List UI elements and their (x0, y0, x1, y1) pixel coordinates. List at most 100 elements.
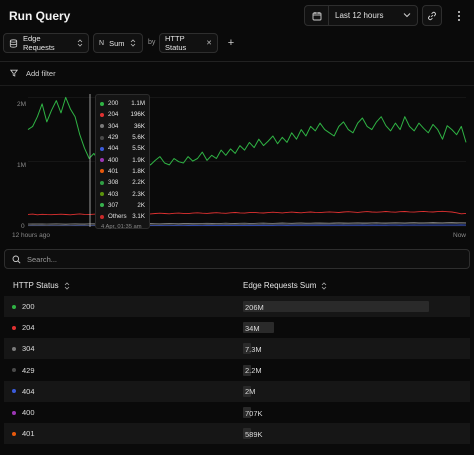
sum-cell: 2.2M (245, 366, 262, 376)
tooltip-row: 204 196K (100, 109, 145, 120)
more-options-button[interactable] (450, 5, 468, 26)
status-cell: 204 (12, 323, 35, 332)
tooltip-row: 400 1.9K (100, 154, 145, 165)
y-tick-label: 2M (17, 101, 27, 108)
status-cell: 404 (12, 387, 35, 396)
tooltip-series-value: 2.3K (132, 190, 145, 198)
chevron-updown-icon (77, 39, 83, 47)
search-icon (12, 255, 21, 264)
table-row[interactable]: 204 34M (4, 317, 470, 338)
time-range-label: Last 12 hours (335, 11, 384, 20)
sum-cell: 206M (245, 302, 264, 312)
status-color-dot (12, 346, 16, 351)
tooltip-series-name: 308 (108, 179, 119, 187)
tooltip-series-value: 2K (137, 201, 145, 209)
tooltip-row: 307 2K (100, 200, 145, 211)
status-cell: 304 (12, 344, 35, 353)
status-code: 200 (22, 302, 35, 311)
tooltip-row: Others 3.1K (100, 211, 145, 222)
status-code: 400 (22, 408, 35, 417)
status-code: 401 (22, 429, 35, 439)
aggregation-label: Sum (109, 38, 125, 48)
value-bar (243, 364, 251, 376)
tooltip-series-value: 36K (133, 122, 145, 130)
chevron-updown-icon (130, 39, 136, 47)
line-chart[interactable] (0, 86, 474, 246)
time-range-select[interactable]: Last 12 hours (304, 5, 418, 26)
table-row[interactable]: 304 7.3M (4, 338, 470, 360)
value-bar (243, 385, 251, 397)
chevron-down-icon (403, 11, 411, 20)
x-tick-label: 12 hours ago (12, 232, 50, 239)
status-color-dot (12, 325, 16, 330)
search-input[interactable] (27, 254, 447, 264)
search-box[interactable] (4, 249, 470, 269)
y-tick-label: 0 (21, 223, 25, 230)
tooltip-series-value: 3.1K (132, 213, 145, 221)
tooltip-series-value: 5.6K (132, 134, 145, 142)
sum-cell: 707K (245, 408, 263, 418)
tooltip-series-value: 196K (130, 111, 145, 119)
tooltip-series-name: 200 (108, 100, 119, 108)
divider (0, 85, 474, 86)
close-icon[interactable]: ✕ (206, 40, 212, 47)
tooltip-series-value: 2.2K (132, 179, 145, 187)
status-code: 204 (22, 323, 35, 333)
link-icon (428, 11, 436, 20)
tooltip-series-name: 304 (108, 122, 119, 130)
chart-area[interactable]: 2M 1M 0 12 hours ago Now (0, 86, 474, 246)
series-dot (100, 180, 104, 185)
table-row[interactable]: 404 2M (4, 380, 470, 402)
group-by-chip[interactable]: HTTP Status ✕ (159, 33, 218, 53)
column-header-http-status[interactable]: HTTP Status (13, 281, 70, 290)
table-row[interactable]: 401 589K (4, 423, 470, 445)
series-dot (100, 214, 104, 219)
sort-icon (321, 281, 327, 290)
tooltip-row: 403 2.3K (100, 188, 145, 199)
status-color-dot (12, 410, 16, 415)
series-line-200 (27, 96, 467, 168)
tooltip-series-name: 400 (108, 156, 119, 164)
status-code: 304 (22, 344, 35, 354)
tooltip-series-name: Others (108, 213, 127, 221)
value-bar (243, 301, 429, 312)
by-label: by (148, 39, 156, 46)
table-row[interactable]: 400 707K (4, 402, 470, 423)
results-table: HTTP Status Edge Requests Sum 200 206M 204… (4, 275, 470, 455)
page-title: Run Query (9, 9, 71, 23)
aggregation-select[interactable]: N Sum (93, 33, 143, 53)
add-filter-button[interactable]: Add filter (10, 67, 56, 79)
metric-select[interactable]: Edge Requests (3, 33, 89, 53)
status-color-dot (12, 431, 16, 436)
series-dot (100, 112, 104, 117)
add-group-button[interactable]: + (227, 37, 235, 49)
sum-cell: 7.3M (245, 344, 262, 354)
series-line-204 (27, 210, 467, 216)
header: Run Query Last 12 hours (0, 0, 474, 31)
status-color-dot (12, 389, 16, 394)
status-cell: 400 (12, 408, 35, 417)
column-header-edge-requests-sum[interactable]: Edge Requests Sum (243, 281, 327, 290)
tooltip-series-name: 401 (108, 167, 119, 175)
series-dot (100, 169, 104, 174)
status-code: 404 (22, 386, 35, 396)
status-cell: 401 (12, 429, 35, 438)
group-by-label: HTTP Status (165, 34, 187, 52)
table-row[interactable]: 200 206M (4, 296, 470, 317)
tooltip-row: 401 1.8K (100, 166, 145, 177)
series-dot (100, 101, 104, 106)
status-cell: 429 (12, 366, 35, 375)
tooltip-row: 308 2.2K (100, 177, 145, 188)
add-filter-label: Add filter (26, 68, 56, 78)
sum-cell: 2M (245, 387, 256, 397)
divider (0, 61, 474, 62)
sort-icon (64, 281, 70, 290)
series-dot (100, 203, 104, 208)
x-tick-label: Now (453, 232, 467, 239)
series-dot (100, 124, 104, 129)
copy-link-button[interactable] (422, 5, 442, 26)
table-row[interactable]: 429 2.2M (4, 360, 470, 381)
sum-icon: N (99, 39, 105, 47)
series-dot (100, 135, 104, 140)
value-bar (243, 343, 251, 355)
